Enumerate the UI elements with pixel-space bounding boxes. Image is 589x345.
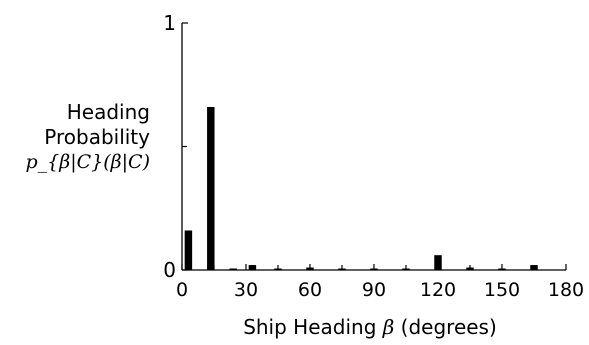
bar-1 [207,106,215,270]
bar-3 [248,265,257,270]
x-tick-label-6: 180 [548,279,584,301]
y-axis-label-line3: p_{β|C}(β|C) [25,151,150,173]
x-tick-label-5: 150 [484,279,520,301]
x-tick-label-0: 0 [176,279,188,301]
ticks-layer: 0 1 0 30 60 90 120 150 180 [163,11,584,301]
bar-0 [184,230,193,270]
x-tick-label-1: 30 [234,279,258,301]
y-tick-label-1: 1 [163,11,176,35]
x-axis-label: Ship Heading β (degrees) [210,314,530,340]
bar-2 [229,268,237,270]
axes-layer [181,23,566,271]
x-tick-label-4: 120 [420,279,456,301]
x-axis-label-unit: (degrees) [394,315,497,339]
x-axis-label-text: Ship Heading [243,315,383,339]
x-tick-label-3: 90 [362,279,386,301]
y-axis-label-line1: Heading [66,100,150,124]
y-axis-label: Heading Probability p_{β|C}(β|C) [0,100,150,175]
y-axis-label-line2: Probability [44,125,150,149]
y-tick-label-0: 0 [163,258,176,282]
x-axis-label-symbol: β [382,315,395,339]
bar-9 [434,255,442,270]
bars-layer [184,106,538,270]
x-tick-label-2: 60 [298,279,322,301]
